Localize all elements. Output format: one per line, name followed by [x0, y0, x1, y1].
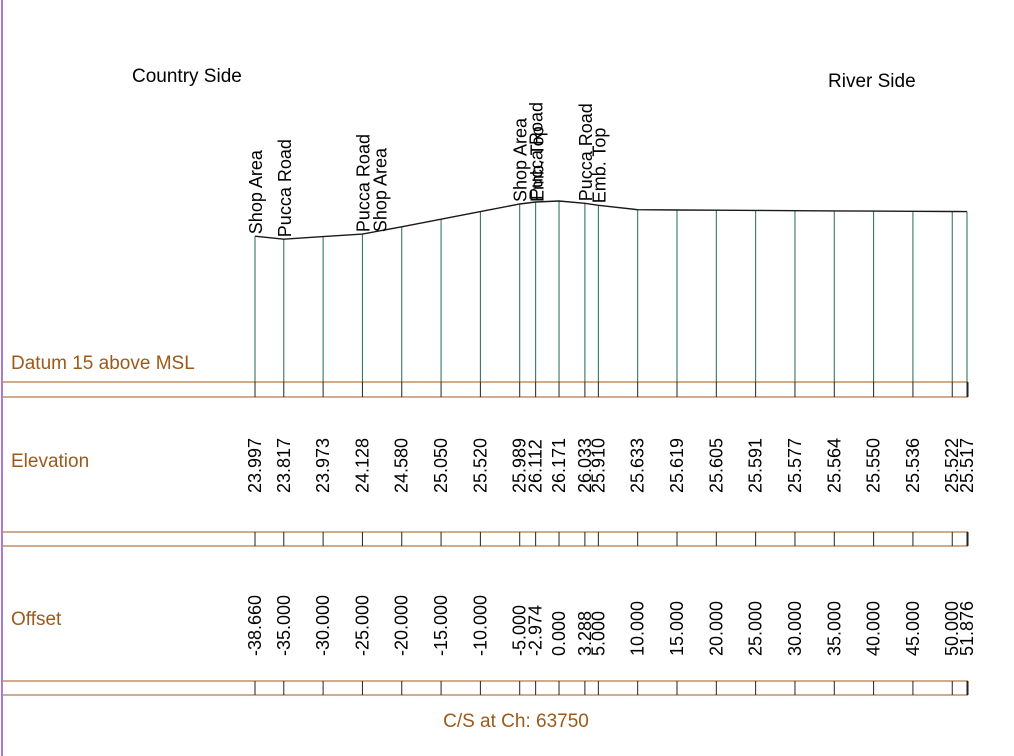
elevation-value: 25.522 [942, 438, 962, 493]
offset-value: 51.876 [957, 601, 977, 656]
elevation-values: 23.997 23.817 23.973 24.128 24.580 25.050 25.5… [245, 438, 977, 493]
feature-label: Pucca Road [576, 103, 596, 201]
country-side-label: Country Side [132, 66, 242, 87]
elevation-value: 26.112 [526, 439, 546, 493]
elevation-value: 25.989 [510, 438, 530, 493]
offset-value: -5.000 [510, 605, 530, 656]
elevation-value: 24.580 [392, 438, 412, 493]
feature-label: Pucca Road [275, 139, 295, 237]
elevation-value: 25.550 [864, 438, 884, 493]
ground-profile-line [254, 200, 968, 240]
elevation-value: 24.128 [352, 438, 372, 493]
section-caption: C/S at Ch: 63750 [443, 711, 589, 732]
offset-value: -30.000 [313, 595, 333, 656]
elevation-value: 25.050 [431, 438, 451, 493]
elevation-value: 25.564 [824, 438, 844, 493]
offset-value: 0.000 [549, 611, 569, 656]
feature-label: Pucca Road [527, 102, 547, 200]
offset-value: 5.000 [588, 611, 608, 656]
offset-value: 10.000 [628, 601, 648, 656]
datum-label: Datum 15 above MSL [11, 353, 195, 374]
feature-label: Shop Area [246, 149, 266, 234]
offset-value: -20.000 [392, 595, 412, 656]
offset-value: 20.000 [706, 601, 726, 656]
offset-value: 30.000 [785, 601, 805, 656]
elevation-value: 25.536 [903, 438, 923, 493]
feature-label: Shop Area [511, 117, 531, 202]
offset-value: 25.000 [746, 601, 766, 656]
offset-value: 35.000 [824, 601, 844, 656]
offset-value: -10.000 [470, 595, 490, 656]
offset-value: 50.000 [942, 601, 962, 656]
elevation-value: 26.033 [575, 438, 595, 493]
elevation-row-label: Elevation [11, 451, 89, 472]
elevation-value: 23.817 [274, 438, 294, 493]
offset-value: 15.000 [667, 601, 687, 656]
elevation-value: 25.520 [470, 438, 490, 493]
elevation-value: 25.577 [785, 438, 805, 493]
feature-label: Emb. Top [589, 128, 609, 204]
feature-label: Shop Area [370, 147, 390, 232]
offset-value: -25.000 [352, 595, 372, 656]
elevation-value: 25.619 [667, 438, 687, 493]
elevation-value: 26.171 [549, 438, 569, 493]
elevation-value: 25.633 [628, 438, 648, 493]
offset-values: -38.660 -35.000 -30.000 -25.000 -20.000 -15.0… [245, 595, 977, 656]
offset-row-label: Offset [11, 609, 62, 630]
offset-value: -2.974 [526, 605, 546, 656]
offset-value: 40.000 [864, 601, 884, 656]
elevation-value: 25.517 [957, 438, 977, 493]
station-lines [254, 201, 969, 695]
elevation-value: 25.605 [706, 438, 726, 493]
offset-value: -38.660 [245, 595, 265, 656]
offset-value: -35.000 [274, 595, 294, 656]
elevation-value: 23.973 [313, 438, 333, 493]
elevation-value: 23.997 [245, 438, 265, 493]
offset-value: -15.000 [431, 595, 451, 656]
feature-label: Emb. Top [528, 126, 548, 202]
elevation-value: 25.591 [746, 438, 766, 493]
feature-label: Pucca Road [353, 134, 373, 232]
offset-value: 45.000 [903, 601, 923, 656]
table-bands [3, 381, 968, 696]
river-side-label: River Side [828, 71, 916, 92]
offset-value: 3.288 [575, 611, 595, 656]
elevation-value: 25.910 [588, 438, 608, 493]
